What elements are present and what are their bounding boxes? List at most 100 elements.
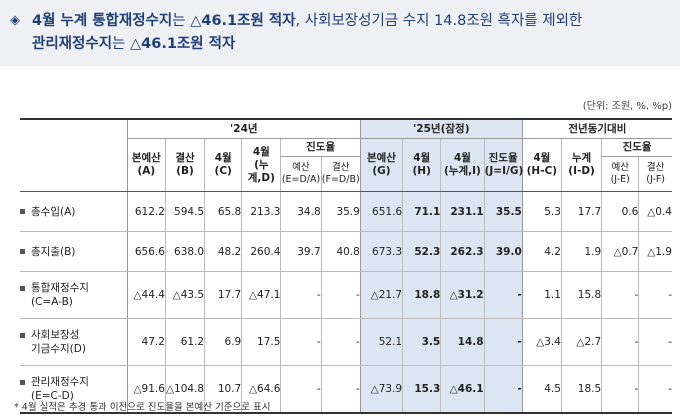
table-cell: 17.7 — [560, 191, 602, 232]
bullet-square-icon — [20, 332, 25, 338]
group-yoy: 전년동기대비 — [521, 118, 672, 139]
table-cell: △73.9 — [359, 365, 403, 414]
table-cell: - — [638, 365, 672, 414]
table-cell: 5.3 — [521, 191, 562, 232]
fiscal-table: '24년 '25년(잠정) 전년동기대비 본예산 (A) 결산 (B) 4월 (C) … — [20, 118, 672, 414]
table-cell: △0.7 — [601, 231, 639, 272]
group-y25: '25년(잠정) — [359, 118, 523, 139]
table-cell: 3.5 — [402, 318, 441, 366]
table-cell: 10.7 — [204, 365, 242, 414]
col-yoy-apr: 4월 (H-C) — [521, 138, 562, 192]
col-y25-prog: 진도율 (J=I/G) — [483, 138, 523, 192]
table-cell: 52.3 — [402, 231, 441, 272]
unit-note: (단위: 조원, %, %p) — [582, 101, 672, 112]
table-cell: 262.3 — [440, 231, 485, 272]
table-cell: △0.4 — [638, 191, 672, 232]
row-label: 사회보장성 기금수지(D) — [20, 318, 128, 366]
table-cell: - — [483, 271, 523, 319]
table-cell: 34.8 — [280, 191, 322, 232]
table-cell: 15.3 — [402, 365, 441, 414]
table-cell: △91.6 — [126, 365, 166, 414]
table-row: 관리재정수지 (E=C-D) △91.6 △104.8 10.7 △64.6- - △73.9… — [20, 365, 672, 414]
col-yoy-cum: 누계 (I-D) — [560, 138, 602, 192]
table-cell: - — [638, 318, 672, 366]
table-body: 총수입(A) 612.2 594.5 65.8 213.3 34.8 35.9 651.6 71… — [20, 191, 672, 414]
table-row: 총지출(B) 656.6 638.0 48.2 260.4 39.7 40.8 673.3 52… — [20, 231, 672, 272]
col-y25-cum: 4월 (누계,I) — [440, 138, 485, 192]
table-cell: 40.8 — [320, 231, 361, 272]
table-cell: 17.5 — [241, 318, 281, 366]
col-y25-apr: 4월 (H) — [402, 138, 441, 192]
bullet-square-icon — [20, 285, 25, 291]
row-label: 관리재정수지 (E=C-D) — [20, 365, 128, 414]
col-y24-budget: 본예산 (A) — [126, 138, 166, 192]
table-cell: 47.2 — [126, 318, 166, 366]
table-cell: 52.1 — [359, 318, 403, 366]
table-cell: - — [280, 271, 322, 319]
table-cell: 656.6 — [126, 231, 166, 272]
table-cell: 594.5 — [164, 191, 205, 232]
table-cell: - — [483, 318, 523, 366]
table-cell: 612.2 — [126, 191, 166, 232]
table-cell: - — [320, 365, 361, 414]
table-cell: 231.1 — [440, 191, 485, 232]
table-cell: - — [483, 365, 523, 414]
group-y24-progress: 진도율 — [280, 138, 361, 157]
table-cell: 48.2 — [204, 231, 242, 272]
bullet-square-icon — [20, 249, 25, 254]
row-label: 총지출(B) — [20, 231, 128, 272]
table-cell: 35.9 — [320, 191, 361, 232]
row-label: 통합재정수지 (C=A-B) — [20, 271, 128, 319]
col-y24-prog-settle: 결산 (F=D/B) — [320, 156, 361, 192]
table-cell: △104.8 — [164, 365, 205, 414]
table-cell: - — [601, 365, 639, 414]
table-cell: - — [320, 271, 361, 319]
col-y24-settle: 결산 (B) — [164, 138, 205, 192]
table-cell: 4.2 — [521, 231, 562, 272]
table-cell: 638.0 — [164, 231, 205, 272]
row-label: 총수입(A) — [20, 191, 128, 232]
table-cell: △2.7 — [560, 318, 602, 366]
table-cell: △64.6 — [241, 365, 281, 414]
table-cell: △1.9 — [638, 231, 672, 272]
table-cell: 15.8 — [560, 271, 602, 319]
table-row: 총수입(A) 612.2 594.5 65.8 213.3 34.8 35.9 651.6 71… — [20, 191, 672, 232]
table-cell: - — [638, 271, 672, 319]
table-cell: 17.7 — [204, 271, 242, 319]
table-cell: 213.3 — [241, 191, 281, 232]
table-cell: 18.8 — [402, 271, 441, 319]
table-cell: 1.1 — [521, 271, 562, 319]
table-cell: △21.7 — [359, 271, 403, 319]
col-y25-budget: 본예산 (G) — [359, 138, 403, 192]
headline-text: 4월 누계 통합재정수지는 △46.1조원 적자, 사회보장성기금 수지 14.… — [32, 13, 583, 52]
table-cell: - — [320, 318, 361, 366]
table-cell: - — [601, 318, 639, 366]
table-cell: △31.2 — [440, 271, 485, 319]
table-cell: △43.5 — [164, 271, 205, 319]
col-yoy-prog-budget: 예산 (J-E) — [601, 156, 639, 192]
col-yoy-prog-settle: 결산 (J-F) — [638, 156, 672, 192]
table-cell: 0.6 — [601, 191, 639, 232]
table-cell: 18.5 — [560, 365, 602, 414]
table-cell: 1.9 — [560, 231, 602, 272]
table-cell: 39.7 — [280, 231, 322, 272]
header-blank — [20, 118, 128, 139]
table-cell: △47.1 — [241, 271, 281, 319]
table-cell: - — [280, 365, 322, 414]
bullet-square-icon — [20, 379, 25, 385]
table-cell: - — [601, 271, 639, 319]
table-cell: △44.4 — [126, 271, 166, 319]
group-yoy-progress: 진도율 — [601, 138, 672, 157]
table-cell: 14.8 — [440, 318, 485, 366]
table-cell: 673.3 — [359, 231, 403, 272]
table-row: 통합재정수지 (C=A-B) △44.4 △43.5 17.7 △47.1- - △21.7 1… — [20, 271, 672, 319]
col-y24-prog-budget: 예산 (E=D/A) — [280, 156, 322, 192]
table-cell: △46.1 — [440, 365, 485, 414]
table-cell: 39.0 — [483, 231, 523, 272]
footnote: * 4월 실적은 추경 통과 이전으로 진도율을 본예산 기준으로 표시 — [14, 402, 271, 413]
table-cell: 6.9 — [204, 318, 242, 366]
table-cell: - — [280, 318, 322, 366]
diamond-icon: ◈ — [10, 13, 20, 28]
col-y24-apr: 4월 (C) — [204, 138, 242, 192]
table-cell: 4.5 — [521, 365, 562, 414]
